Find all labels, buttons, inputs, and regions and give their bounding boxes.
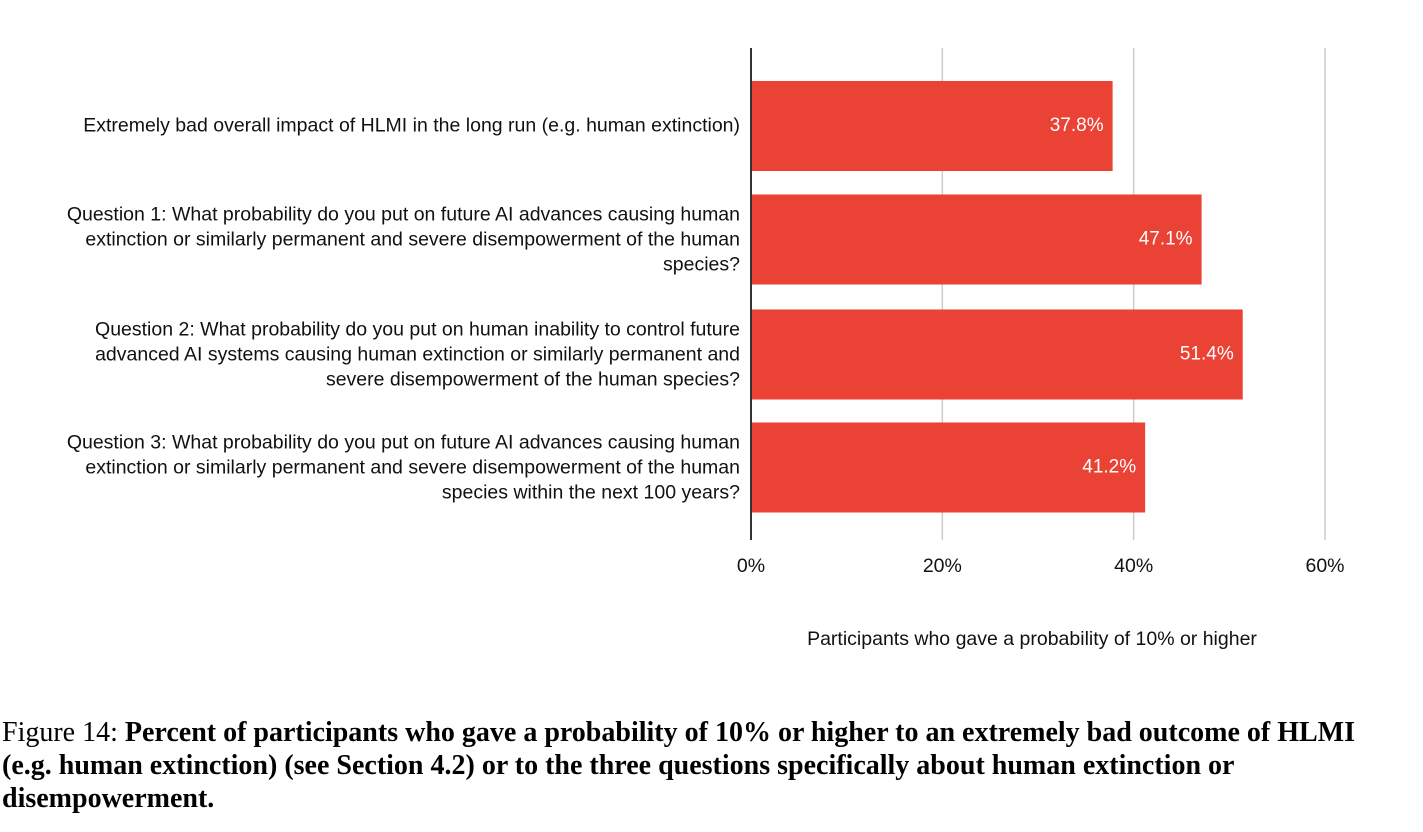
bar <box>751 80 1113 172</box>
x-tick-label: 40% <box>1114 555 1153 577</box>
x-tick-label: 60% <box>1305 555 1344 577</box>
category-label: Question 3: What probability do you put … <box>66 431 740 503</box>
figure-caption: Figure 14: Percent of participants who g… <box>2 716 1407 815</box>
bar <box>751 422 1146 513</box>
bar <box>751 309 1243 400</box>
category-label: Extremely bad overall impact of HLMI in … <box>83 114 740 137</box>
chart: 0% 20% 40% 60% Participants who gave a proba… <box>737 48 1345 650</box>
value-label: 51.4% <box>1180 344 1234 365</box>
value-label: 47.1% <box>1139 229 1193 250</box>
caption-number: Figure 14: <box>2 717 118 748</box>
category-label: Question 1: What probability do you put … <box>66 203 740 275</box>
bar <box>751 194 1202 285</box>
x-tick-label: 20% <box>923 555 962 577</box>
caption-text: Percent of participants who gave a proba… <box>2 717 1355 814</box>
value-label: 41.2% <box>1082 457 1136 478</box>
x-axis-title: Participants who gave a probability of 1… <box>807 628 1257 650</box>
x-tick-label: 0% <box>737 555 765 577</box>
category-label: Question 2: What probability do you put … <box>95 318 740 390</box>
value-label: 37.8% <box>1050 115 1104 136</box>
